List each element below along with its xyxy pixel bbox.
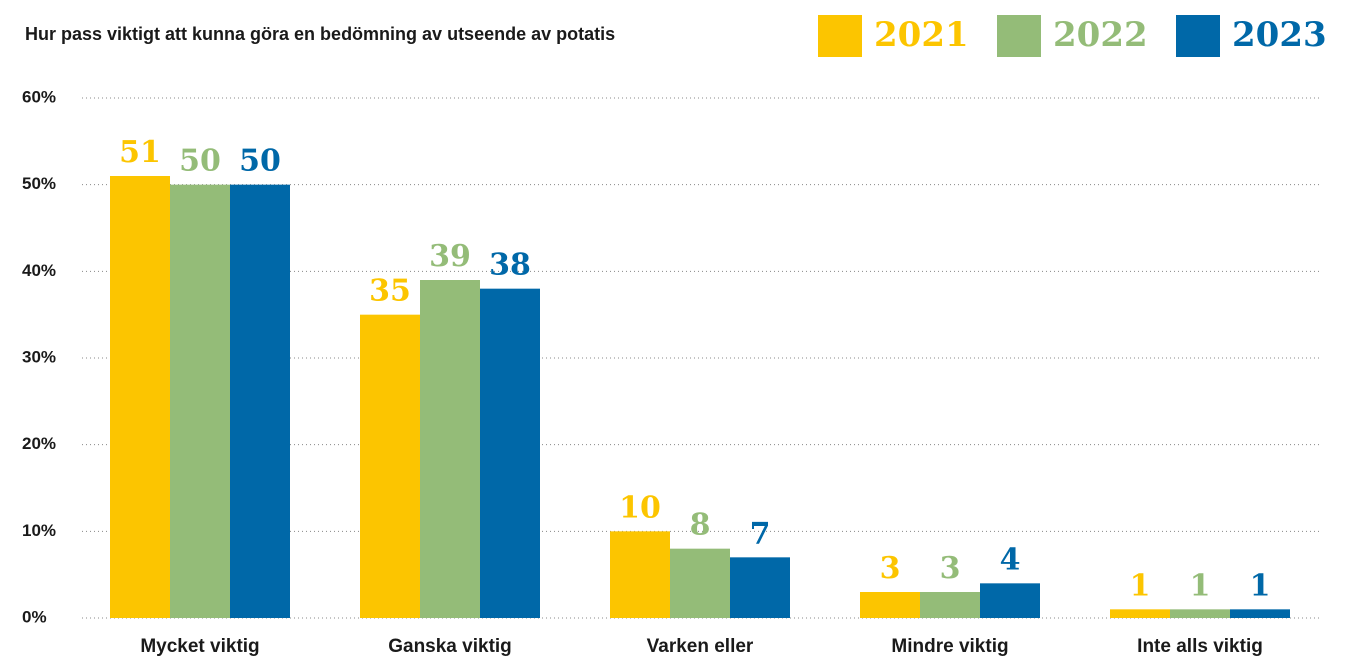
chart-title: Hur pass viktigt att kunna göra en bedöm… [25, 24, 615, 44]
bar [860, 592, 920, 618]
x-tick-label: Ganska viktig [388, 636, 512, 657]
data-label: 3 [940, 551, 961, 586]
bar [730, 557, 790, 618]
bar [170, 184, 230, 618]
x-tick-label: Mycket viktig [140, 636, 259, 657]
x-tick-label: Inte alls viktig [1137, 636, 1263, 657]
y-tick-label: 0% [22, 607, 47, 626]
data-label: 39 [429, 239, 471, 274]
data-label: 1 [1130, 568, 1151, 603]
y-tick-label: 40% [22, 261, 56, 280]
data-label: 50 [239, 144, 281, 179]
legend-label: 2023 [1232, 15, 1327, 55]
bar [980, 583, 1040, 618]
y-tick-label: 30% [22, 347, 56, 366]
bar [610, 531, 670, 618]
legend-label: 2021 [874, 15, 969, 55]
bar [230, 184, 290, 618]
data-label: 7 [750, 516, 771, 551]
bar [420, 280, 480, 618]
legend-swatch [997, 15, 1041, 57]
data-label: 38 [489, 248, 531, 283]
x-tick-label: Mindre viktig [891, 636, 1008, 657]
bar [1170, 609, 1230, 618]
legend-label: 2022 [1053, 15, 1148, 55]
y-tick-label: 50% [22, 174, 56, 193]
data-label: 10 [619, 490, 661, 525]
y-tick-label: 60% [22, 87, 56, 106]
data-label: 3 [880, 551, 901, 586]
legend-swatch [1176, 15, 1220, 57]
bar [920, 592, 980, 618]
data-label: 8 [690, 508, 711, 543]
data-label: 4 [1000, 542, 1021, 577]
data-label: 1 [1190, 568, 1211, 603]
bar [480, 288, 540, 618]
bar [1230, 609, 1290, 618]
data-label: 35 [369, 274, 411, 309]
bar [360, 314, 420, 618]
data-label: 50 [179, 144, 221, 179]
data-label: 1 [1250, 568, 1271, 603]
data-label: 51 [119, 135, 161, 170]
y-tick-label: 20% [22, 434, 56, 453]
bar [670, 548, 730, 618]
y-tick-label: 10% [22, 521, 56, 540]
x-tick-label: Varken eller [647, 636, 754, 657]
bar [1110, 609, 1170, 618]
bar [110, 176, 170, 618]
legend-swatch [818, 15, 862, 57]
